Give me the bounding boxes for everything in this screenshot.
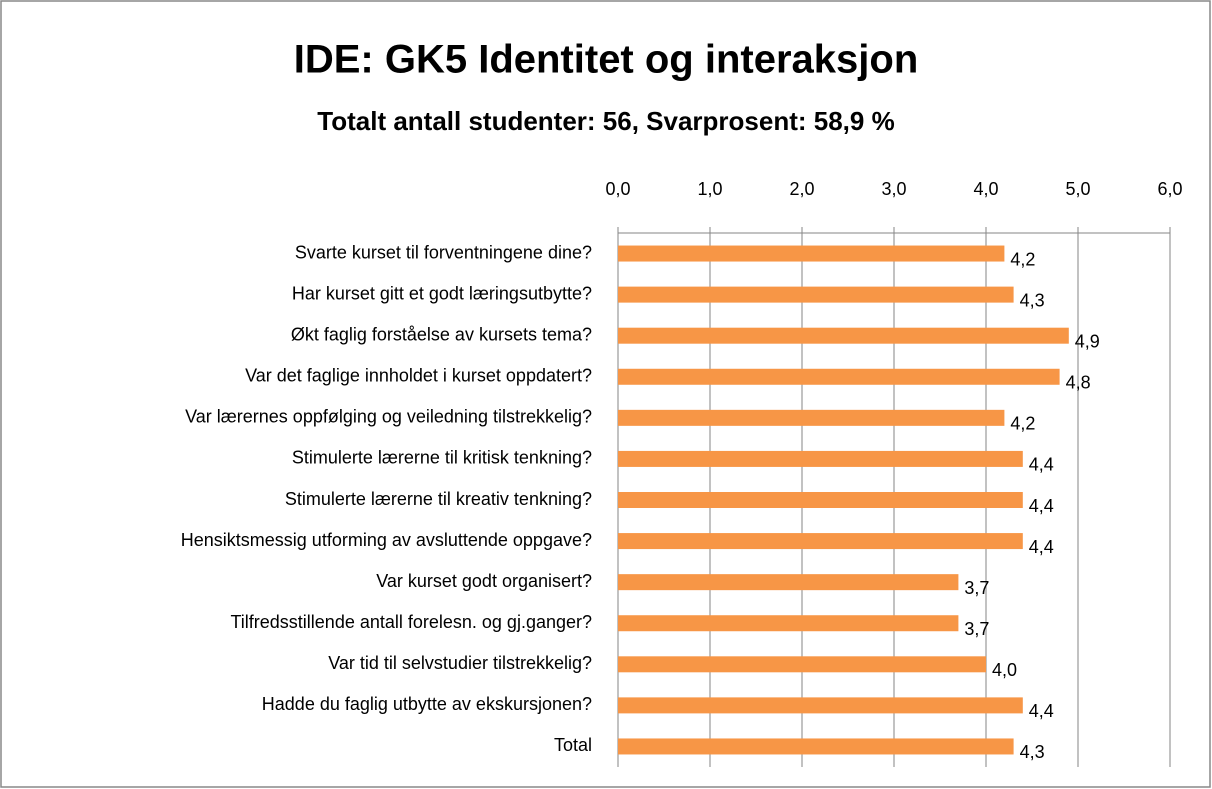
x-tick-label: 4,0: [973, 179, 998, 199]
y-tick-label: Har kurset gitt et godt læringsutbytte?: [292, 283, 592, 303]
chart-title: IDE: GK5 Identitet og interaksjon: [294, 38, 919, 82]
bar: [618, 492, 1023, 508]
value-label: 4,0: [992, 660, 1017, 680]
value-label: 3,7: [964, 619, 989, 639]
bar: [618, 450, 1023, 467]
bar: [618, 327, 1069, 344]
value-label: 4,3: [1020, 742, 1045, 762]
y-tick-label: Hensiktsmessig utforming av avsluttende …: [181, 530, 592, 550]
value-label: 4,3: [1020, 290, 1045, 310]
bar: [618, 656, 986, 673]
x-tick-label: 1,0: [697, 179, 722, 199]
bar: [618, 738, 1014, 755]
y-tick-label: Tilfredsstillende antall forelesn. og gj…: [230, 612, 592, 632]
y-tick-label: Total: [554, 735, 592, 755]
bar: [618, 245, 1005, 262]
y-tick-label: Var tid til selvstudier tilstrekkelig?: [328, 653, 592, 673]
x-tick-label: 5,0: [1065, 179, 1090, 199]
x-tick-label: 0,0: [605, 179, 630, 199]
chart-subtitle: Totalt antall studenter: 56, Svarprosent…: [317, 106, 894, 136]
y-tick-label: Stimulerte lærerne til kreativ tenkning?: [285, 489, 592, 509]
y-tick-label: Var kurset godt organisert?: [376, 571, 592, 591]
bar: [618, 697, 1023, 714]
bar: [618, 574, 959, 591]
value-label: 4,4: [1029, 537, 1054, 557]
x-tick-label: 6,0: [1157, 179, 1182, 199]
value-label: 4,2: [1010, 249, 1035, 269]
y-tick-label: Svarte kurset til forventningene dine?: [295, 242, 592, 262]
bar: [618, 368, 1060, 385]
value-label: 4,8: [1066, 373, 1091, 393]
value-label: 4,4: [1029, 701, 1054, 721]
value-label: 3,7: [964, 578, 989, 598]
bar: [618, 533, 1023, 550]
x-tick-label: 3,0: [881, 179, 906, 199]
bar: [618, 409, 1005, 426]
value-label: 4,2: [1010, 414, 1035, 434]
y-tick-label: Økt faglig forståelse av kursets tema?: [291, 324, 592, 344]
y-tick-label: Var lærernes oppfølging og veiledning ti…: [185, 407, 592, 427]
bar: [618, 286, 1014, 303]
x-tick-label: 2,0: [789, 179, 814, 199]
y-tick-label: Var det faglige innholdet i kurset oppda…: [245, 366, 592, 386]
y-tick-label: Stimulerte lærerne til kritisk tenkning?: [292, 448, 592, 468]
y-tick-label: Hadde du faglig utbytte av ekskursjonen?: [262, 694, 592, 714]
value-label: 4,4: [1029, 455, 1054, 475]
bar: [618, 615, 959, 632]
value-label: 4,9: [1075, 331, 1100, 351]
value-label: 4,4: [1029, 496, 1054, 516]
